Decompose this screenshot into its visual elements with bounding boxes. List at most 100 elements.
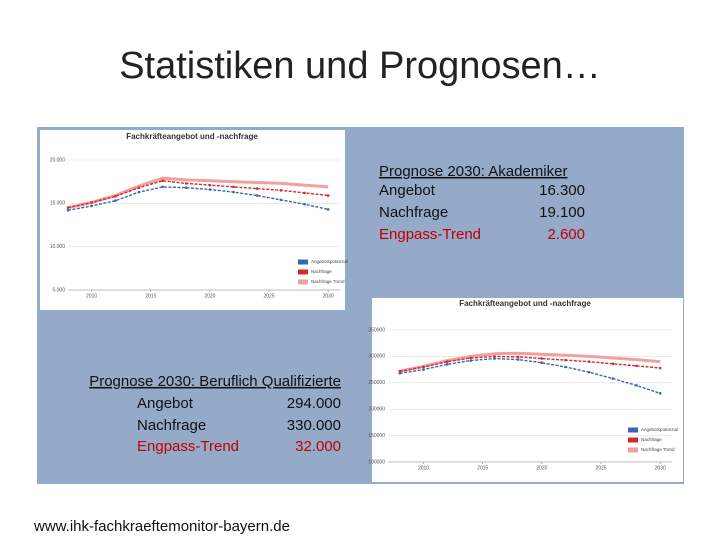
row-label: Angebot [137,395,194,412]
data-point [422,368,425,371]
row-value: 19.100 [539,204,585,221]
data-point [493,355,496,358]
data-line [399,355,661,372]
data-point [255,194,259,197]
data-point [398,371,402,375]
data-point [635,384,638,387]
box-heading: Prognose 2030: Beruflich Qualifizierte [89,373,341,390]
data-point [540,357,544,360]
data-point [469,356,473,360]
legend-swatch [628,427,638,433]
legend-swatch [298,259,308,265]
legend-swatch [298,279,308,285]
data-point [326,194,330,197]
row-label: Nachfrage [137,417,206,434]
data-point [469,359,473,362]
x-tick-label: 2010 [86,293,97,299]
y-tick-label: 300000 [368,354,385,360]
data-point [516,355,520,359]
chart-title: Fachkräfteangebot und -nachfrage [126,132,258,141]
x-tick-label: 2020 [204,293,215,299]
legend-label: Nachfrage Trend [311,279,345,284]
row-value: 32.000 [295,438,341,455]
data-point [90,204,93,208]
row-label: Nachfrage [379,204,448,221]
x-tick-label: 2030 [323,293,334,299]
data-point [658,392,662,395]
source-url: www.ihk-fachkraeftemonitor-bayern.de [33,518,290,535]
data-point [114,199,117,203]
chart-title: Fachkräfteangebot und -nachfrage [459,299,591,308]
data-point [279,198,283,202]
legend-label: Angebotspotenzial [641,427,678,432]
row-label: Angebot [379,182,436,199]
data-point [255,187,259,190]
data-point [540,361,544,365]
data-point [232,190,235,194]
data-point [208,188,212,191]
legend-swatch [628,437,638,443]
data-point [137,190,141,194]
y-tick-label: 350000 [368,327,385,333]
row-label: Engpass-Trend [379,226,481,243]
x-tick-label: 2015 [477,465,488,471]
y-tick-label: 200000 [368,407,385,413]
x-tick-label: 2010 [418,465,429,471]
y-tick-label: 100000 [368,459,385,465]
data-point [184,186,188,190]
chart-panel [372,298,683,482]
data-line [399,357,661,395]
data-point [611,362,615,366]
data-point [303,191,306,195]
x-tick-label: 2025 [595,465,606,471]
data-point [635,364,638,368]
legend-swatch [298,269,308,275]
legend-label: Angebotspotenzial [311,259,348,264]
data-line [67,186,329,211]
data-line [399,351,661,373]
data-point [137,186,141,190]
data-point [422,365,425,369]
legend-label: Nachfrage [641,437,662,442]
data-point [161,179,164,183]
y-tick-label: 150000 [368,433,385,439]
data-point [232,185,235,189]
data-point [658,366,662,370]
x-tick-label: 2025 [263,293,274,299]
data-point [398,369,402,373]
row-value: 294.000 [287,395,341,412]
legend-swatch [628,447,638,453]
row-value: 330.000 [287,417,341,434]
data-point [303,202,306,206]
data-point [564,358,567,362]
data-point [445,363,449,366]
box-heading: Prognose 2030: Akademiker [379,163,567,180]
data-point [564,365,567,369]
x-tick-label: 2030 [655,465,666,471]
data-point [114,195,117,198]
data-point [516,358,520,361]
data-point [161,185,164,189]
row-value: 2.600 [547,226,585,243]
data-point [587,360,591,363]
data-line [67,180,329,209]
data-point [493,357,496,360]
data-point [611,377,615,380]
y-tick-label: 250000 [368,380,385,386]
data-point [90,201,93,204]
y-tick-label: 5.000 [52,287,65,293]
data-point [279,189,283,192]
row-label: Engpass-Trend [137,438,239,455]
y-tick-label: 15.000 [50,201,66,207]
data-point [66,206,70,209]
data-point [445,360,449,363]
data-point [66,208,70,212]
y-tick-label: 20.000 [50,157,66,163]
data-line [67,176,329,210]
data-point [587,370,591,374]
data-point [208,183,212,187]
row-value: 16.300 [539,182,585,199]
legend-label: Nachfrage Trend [641,447,675,452]
x-tick-label: 2020 [536,465,547,471]
